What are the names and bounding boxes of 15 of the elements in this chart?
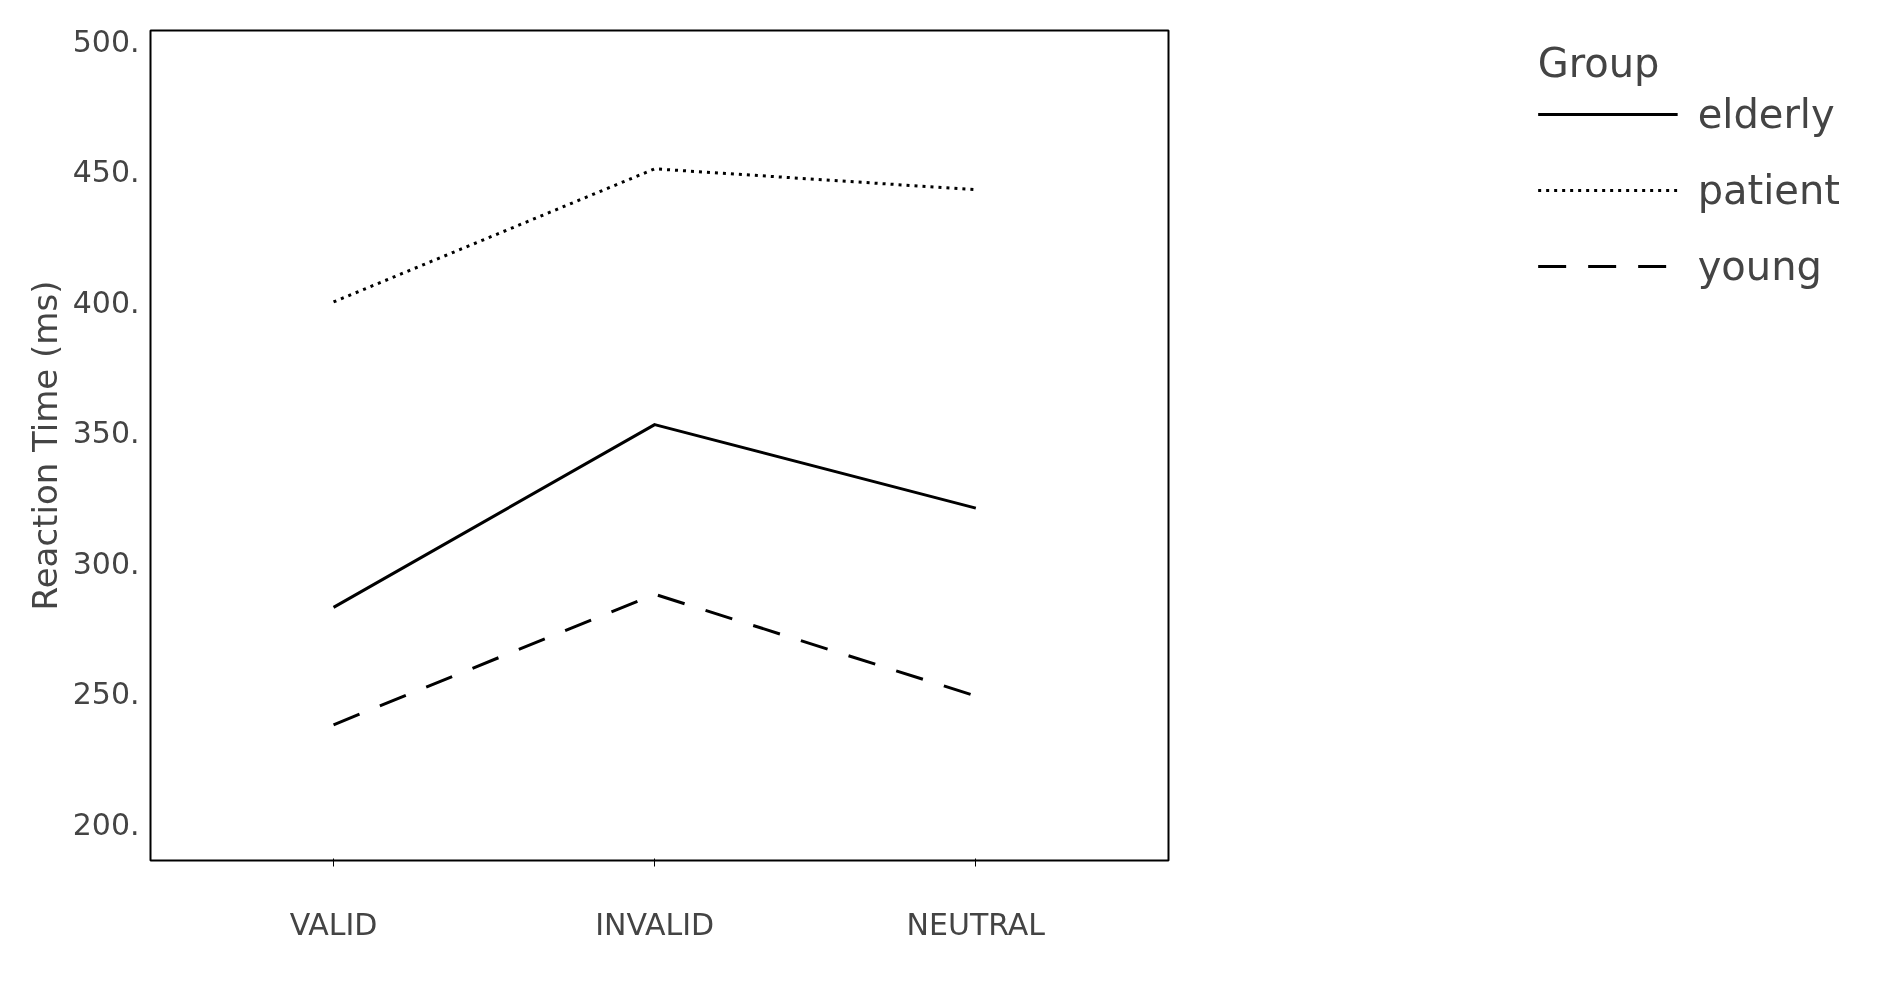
y-tick-label: 200. — [72, 806, 140, 842]
y-tick-label: 500. — [72, 23, 140, 59]
y-tick-label: 250. — [72, 676, 140, 712]
y-tick-label: 450. — [72, 154, 140, 190]
y-tick-label: 400. — [72, 284, 140, 320]
x-tick-label: NEUTRAL — [906, 906, 1046, 942]
legend-label: elderly — [1697, 91, 1835, 137]
legend-title: Group — [1537, 40, 1661, 86]
legend-label: patient — [1697, 167, 1840, 213]
legend-label: young — [1697, 243, 1822, 289]
x-tick-label: VALID — [289, 906, 378, 942]
x-tick-label: INVALID — [595, 906, 715, 942]
y-axis-title: Reaction Time (ms) — [24, 280, 65, 611]
y-tick-label: 300. — [72, 545, 140, 581]
y-tick-label: 350. — [72, 415, 140, 451]
